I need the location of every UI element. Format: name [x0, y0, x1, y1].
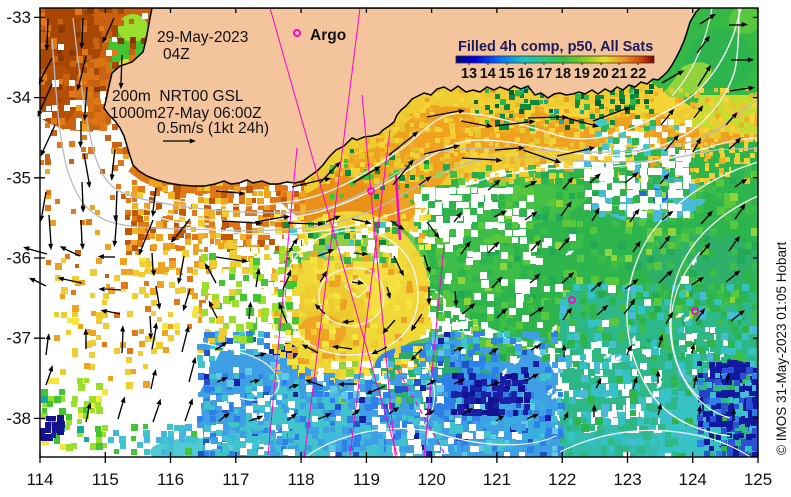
svg-text:124: 124	[679, 470, 707, 489]
svg-text:121: 121	[483, 470, 511, 489]
svg-text:16: 16	[517, 66, 533, 82]
svg-text:19: 19	[574, 66, 590, 82]
svg-text:15: 15	[499, 66, 515, 82]
svg-text:22: 22	[630, 66, 646, 82]
svg-text:115: 115	[92, 470, 119, 489]
svg-text:18: 18	[555, 66, 571, 82]
svg-text:119: 119	[353, 470, 380, 489]
svg-text:117: 117	[222, 470, 249, 489]
svg-text:118: 118	[288, 470, 315, 489]
svg-text:120: 120	[417, 470, 445, 489]
svg-text:-34: -34	[6, 88, 31, 107]
svg-text:20: 20	[593, 66, 609, 82]
svg-text:© IMOS 31-May-2023 01:05 Hobar: © IMOS 31-May-2023 01:05 Hobart	[774, 241, 789, 455]
svg-text:116: 116	[157, 470, 184, 489]
svg-text:1000m27-May 06:00Z: 1000m27-May 06:00Z	[110, 105, 262, 122]
svg-text:13: 13	[461, 66, 477, 82]
svg-text:21: 21	[611, 66, 627, 82]
svg-text:14: 14	[480, 66, 496, 82]
svg-text:200m NRT00 GSL: 200m NRT00 GSL	[112, 88, 244, 105]
svg-text:125: 125	[744, 470, 772, 489]
svg-text:Filled 4h comp, p50, All Sats: Filled 4h comp, p50, All Sats	[458, 39, 653, 55]
svg-text:-36: -36	[6, 249, 31, 268]
svg-text:122: 122	[548, 470, 576, 489]
svg-text:29-May-2023: 29-May-2023	[157, 29, 248, 46]
svg-text:04Z: 04Z	[163, 46, 190, 63]
svg-text:-37: -37	[6, 329, 31, 348]
svg-text:17: 17	[536, 66, 552, 82]
svg-text:-38: -38	[6, 409, 31, 428]
svg-text:123: 123	[613, 470, 641, 489]
svg-text:114: 114	[26, 470, 53, 489]
svg-text:Argo: Argo	[310, 27, 346, 44]
svg-text:-33: -33	[6, 8, 31, 27]
svg-text:-35: -35	[6, 168, 31, 187]
svg-text:0.5m/s (1kt 24h): 0.5m/s (1kt 24h)	[157, 120, 269, 137]
